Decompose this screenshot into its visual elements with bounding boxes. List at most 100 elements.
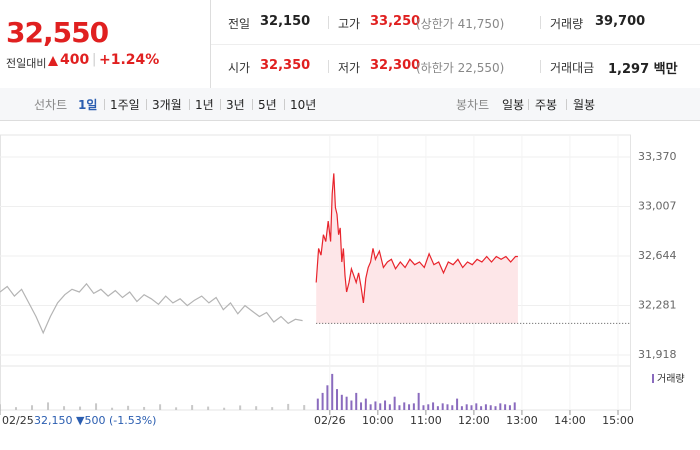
volume-bar	[513, 402, 516, 410]
volume-bar	[255, 406, 258, 410]
volume-bar	[239, 405, 242, 410]
x-tick-label: 14:00	[554, 414, 586, 427]
stat-label: 고가	[338, 17, 361, 31]
tab-sep	[220, 99, 221, 110]
legend-label: 거래량	[657, 373, 685, 385]
volume-bar	[79, 406, 82, 410]
legend-swatch	[652, 374, 654, 383]
sep: |	[92, 52, 97, 67]
volume-bar	[321, 392, 324, 410]
volume-bar	[207, 406, 210, 410]
stat-value: 1,297 백만	[608, 62, 678, 77]
volume-bar	[364, 398, 367, 410]
volume-bar	[436, 406, 439, 410]
volume-bar	[345, 396, 348, 410]
volume-bar	[271, 407, 274, 410]
volume-bar	[499, 403, 502, 410]
col-divider	[540, 16, 541, 29]
x-tick-label: 11:00	[410, 414, 442, 427]
stat-value: 32,300	[370, 58, 421, 73]
volume-bar	[446, 404, 449, 410]
volume-bar	[336, 389, 339, 410]
volume-bar	[326, 385, 329, 410]
volume-bar	[143, 406, 146, 410]
stat-label: 거래량	[550, 17, 584, 31]
period-tab[interactable]: 5년	[258, 98, 277, 112]
volume-bar	[127, 405, 130, 410]
volume-bar	[470, 405, 473, 410]
volume-bar	[191, 405, 194, 410]
stat-label: 거래대금	[550, 61, 595, 75]
volume-bar	[398, 405, 401, 410]
volume-bar	[95, 403, 98, 410]
x-tick-label: 13:00	[506, 414, 538, 427]
volume-bar	[427, 404, 430, 410]
volume-bar	[63, 406, 66, 410]
y-tick-label: 33,370	[638, 150, 677, 163]
candle-tab[interactable]: 주봉	[535, 98, 558, 112]
volume-bar	[480, 406, 483, 410]
volume-bar	[489, 405, 492, 410]
period-tab[interactable]: 1년	[195, 98, 214, 112]
stat-value: 32,350	[260, 58, 311, 73]
volume-bar	[303, 405, 306, 410]
col-divider	[540, 60, 541, 73]
stat-note: (상한가 41,750)	[416, 17, 505, 31]
volume-bar	[223, 407, 226, 410]
period-tab[interactable]: 1일	[78, 98, 98, 112]
x-tick-label: 12:00	[458, 414, 490, 427]
volume-bar	[159, 404, 162, 410]
candle-tab[interactable]: 일봉	[502, 98, 525, 112]
tab-sep	[284, 99, 285, 110]
period-tab[interactable]: 1주일	[110, 98, 140, 112]
area	[316, 173, 518, 324]
volume-bar	[355, 392, 358, 410]
y-tick-label: 31,918	[638, 348, 677, 361]
prev-day: 32,150 ▼500 (-1.53%)	[34, 414, 156, 427]
stat-value: 32,150	[260, 14, 311, 29]
tab-sep	[252, 99, 253, 110]
y-tick-label: 33,007	[638, 200, 677, 213]
period-tab[interactable]: 3개월	[152, 98, 182, 112]
period-tab[interactable]: 3년	[226, 98, 245, 112]
volume-bar	[287, 403, 290, 410]
volume-bar	[456, 398, 459, 410]
stat-value: 33,250	[370, 14, 421, 29]
volume-bar	[379, 403, 382, 410]
volume-bar	[0, 404, 1, 410]
volume-bar	[460, 406, 463, 410]
volume-bar	[504, 404, 507, 410]
volume-bar	[417, 392, 420, 410]
tab-sep	[189, 99, 190, 110]
candle-tab[interactable]: 월봉	[573, 98, 596, 112]
up-triangle	[48, 56, 58, 66]
volume-bar	[508, 405, 511, 410]
volume-bar	[388, 404, 391, 410]
volume-bar	[31, 405, 34, 410]
x-tick-label: 10:00	[362, 414, 394, 427]
volume-bar	[316, 398, 319, 410]
stat-value: 39,700	[595, 14, 646, 29]
y-tick-label: 32,644	[638, 249, 677, 262]
tab-sep	[104, 99, 105, 110]
volume-bar	[393, 396, 396, 410]
volume-bar	[47, 402, 50, 410]
volume-bar	[422, 405, 425, 410]
stat-label: 저가	[338, 61, 361, 75]
prev-close: 32,150	[34, 414, 73, 427]
volume-bar	[465, 404, 468, 410]
down-arrow: ▼	[76, 414, 85, 427]
col-divider	[328, 16, 329, 29]
volume-bar	[384, 400, 387, 410]
x-tick-label: 02/25	[2, 414, 34, 427]
volume-bar	[484, 404, 487, 410]
volume-bar	[331, 373, 334, 410]
divider	[210, 0, 211, 88]
tab-sep	[528, 99, 529, 110]
volume-bar	[494, 406, 497, 410]
period-tab[interactable]: 10년	[290, 98, 317, 112]
stat-note: (하한가 22,550)	[416, 61, 505, 75]
toolbar: 선차트 1일 1주일 3개월 1년 3년 5년 10년 봉차트 일봉 주봉 월봉	[0, 88, 700, 121]
triangle	[48, 56, 58, 66]
volume-bar	[175, 407, 178, 410]
